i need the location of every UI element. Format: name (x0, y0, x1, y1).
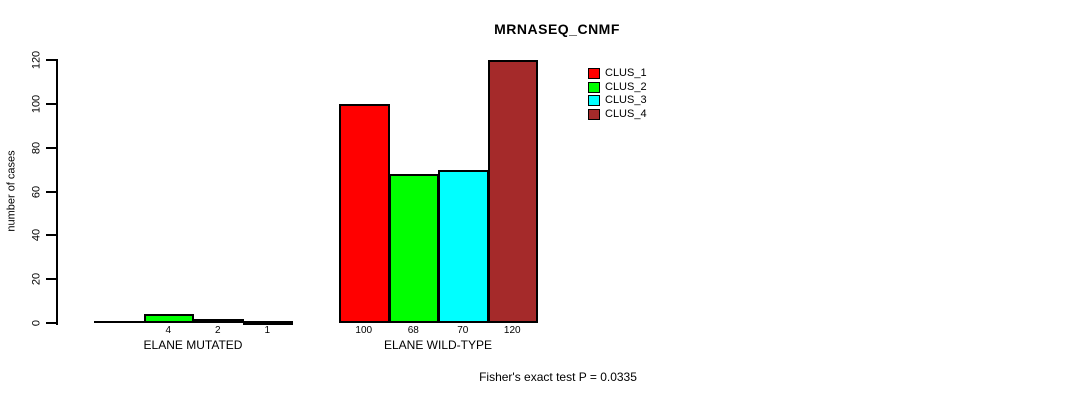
bar-elane-mutated-clus-3 (193, 318, 244, 323)
y-axis-tick-label: 60 (30, 185, 43, 198)
legend-color-swatch (588, 68, 600, 80)
y-axis-tick (46, 278, 58, 281)
legend-item-label: CLUS_3 (605, 94, 647, 107)
legend-item-label: CLUS_2 (605, 80, 647, 93)
y-axis-tick-label: 0 (30, 319, 43, 327)
bar-elane-mutated-clus-4 (242, 320, 293, 325)
bar-elane-wild-type-clus-1 (339, 103, 390, 323)
annotation-fisher-test: Fisher's exact test P = 0.0335 (479, 370, 637, 384)
y-axis-tick-label: 20 (30, 273, 43, 286)
x-axis-group-label: ELANE WILD-TYPE (383, 338, 493, 352)
y-axis-tick (46, 190, 58, 193)
legend-item-label: CLUS_1 (605, 67, 647, 80)
legend-item: CLUS_4 (588, 108, 647, 122)
bar-elane-wild-type-clus-2 (388, 173, 439, 323)
bar-elane-mutated-clus-1 (94, 321, 145, 323)
legend-item: CLUS_1 (588, 67, 647, 81)
bar-value-label: 1 (264, 325, 271, 336)
y-axis-tick (46, 322, 58, 324)
legend-item: CLUS_2 (588, 81, 647, 95)
legend-item-label: CLUS_4 (605, 107, 647, 120)
y-axis-tick (46, 234, 58, 237)
bar-value-label: 68 (407, 325, 419, 336)
legend-color-swatch (588, 95, 600, 107)
y-axis-title: number of cases (5, 150, 18, 232)
bar-value-label: 120 (503, 325, 521, 336)
y-axis-tick-label: 80 (30, 141, 43, 154)
x-axis-group-label: ELANE MUTATED (143, 338, 243, 352)
legend-color-swatch (588, 81, 600, 93)
bar-value-label: 2 (214, 325, 221, 336)
y-axis-tick-label: 40 (30, 229, 43, 242)
y-axis-tick-label: 120 (30, 50, 43, 70)
bar-elane-wild-type-clus-3 (438, 169, 489, 323)
chart-title: MRNASEQ_CNMF (494, 21, 620, 37)
y-axis-tick (46, 59, 58, 61)
bar-elane-wild-type-clus-4 (487, 60, 538, 323)
bar-elane-mutated-clus-2 (143, 314, 194, 323)
legend: CLUS_1 CLUS_2 CLUS_3 CLUS_4 (588, 67, 647, 121)
legend-color-swatch (588, 108, 600, 120)
y-axis-tick-label: 100 (30, 94, 43, 114)
legend-item: CLUS_3 (588, 94, 647, 108)
bar-value-label: 100 (355, 325, 373, 336)
bar-value-label: 70 (457, 325, 469, 336)
bar-value-label: 4 (165, 325, 172, 336)
y-axis-tick (46, 102, 58, 105)
y-axis-tick (46, 146, 58, 149)
